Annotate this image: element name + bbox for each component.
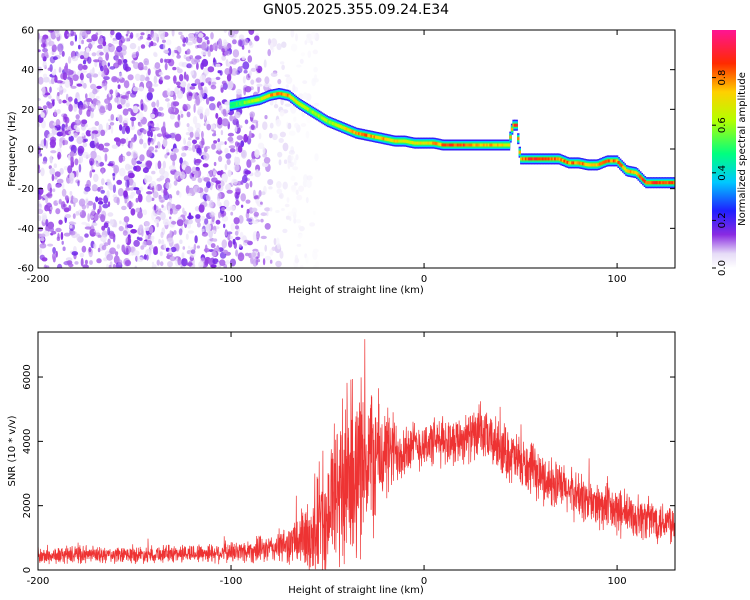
snr-plot-area bbox=[38, 339, 675, 570]
spectrogram-noise bbox=[38, 30, 320, 268]
colorbar-tick-label: 0.6 bbox=[717, 117, 728, 133]
colorbar-tick-label: 0.8 bbox=[717, 70, 728, 86]
page-title: GN05.2025.355.09.24.E34 bbox=[263, 2, 449, 18]
snr-x-tick-label: 100 bbox=[608, 576, 627, 587]
snr-frame bbox=[37, 331, 676, 571]
spectrogram-x-axis-label: Height of straight line (km) bbox=[288, 285, 424, 296]
spectrogram-y-tick-label: 60 bbox=[21, 26, 34, 37]
colorbar: 0.0 0.2 0.4 0.6 0.8 Normalized spectral ampl… bbox=[712, 30, 748, 276]
colorbar-tick-label: 0.0 bbox=[717, 260, 728, 276]
spectrogram-y-tick-label: 0 bbox=[28, 145, 34, 156]
snr-y-tick-label: 4000 bbox=[22, 429, 33, 454]
spectrogram-x-tick-label: 100 bbox=[608, 274, 627, 285]
snr-y-tick-label: 6000 bbox=[22, 364, 33, 389]
spectrogram-x-tick-label: -200 bbox=[27, 274, 50, 285]
snr-y-tick-label: 0 bbox=[22, 567, 33, 573]
spectrogram-x-tick-label: -100 bbox=[220, 274, 243, 285]
snr-x-tick-label: -100 bbox=[220, 576, 243, 587]
colorbar-ticks: 0.0 0.2 0.4 0.6 0.8 bbox=[712, 70, 728, 276]
colorbar-tick-label: 0.4 bbox=[717, 165, 728, 181]
snr-x-tick-label: -200 bbox=[27, 576, 50, 587]
spectrogram-y-tick-label: -20 bbox=[18, 184, 34, 195]
snr-x-tick-label: 0 bbox=[421, 576, 427, 587]
spectrogram-y-tick-label: -60 bbox=[18, 264, 34, 275]
spectrogram-x-tick-label: 0 bbox=[421, 274, 427, 285]
colorbar-label: Normalized spectral amplitude bbox=[737, 72, 748, 226]
colorbar-tick-label: 0.2 bbox=[717, 212, 728, 228]
spectrogram-y-tick-label: 40 bbox=[21, 65, 34, 76]
snr-y-tick-label: 2000 bbox=[22, 493, 33, 518]
spectrogram-y-tick-label: -40 bbox=[18, 224, 34, 235]
spectrogram-y-tick-label: 20 bbox=[21, 105, 34, 116]
spectrogram-ridge bbox=[229, 88, 675, 189]
snr-x-axis-label: Height of straight line (km) bbox=[288, 585, 424, 596]
snr-series-line bbox=[38, 339, 675, 570]
spectrogram-plot-area bbox=[38, 30, 675, 268]
snr-y-axis-label: SNR (10 * v/v) bbox=[7, 415, 18, 486]
spectrogram-y-axis-label: Frequency (Hz) bbox=[7, 111, 18, 187]
colorbar-gradient bbox=[712, 30, 736, 268]
